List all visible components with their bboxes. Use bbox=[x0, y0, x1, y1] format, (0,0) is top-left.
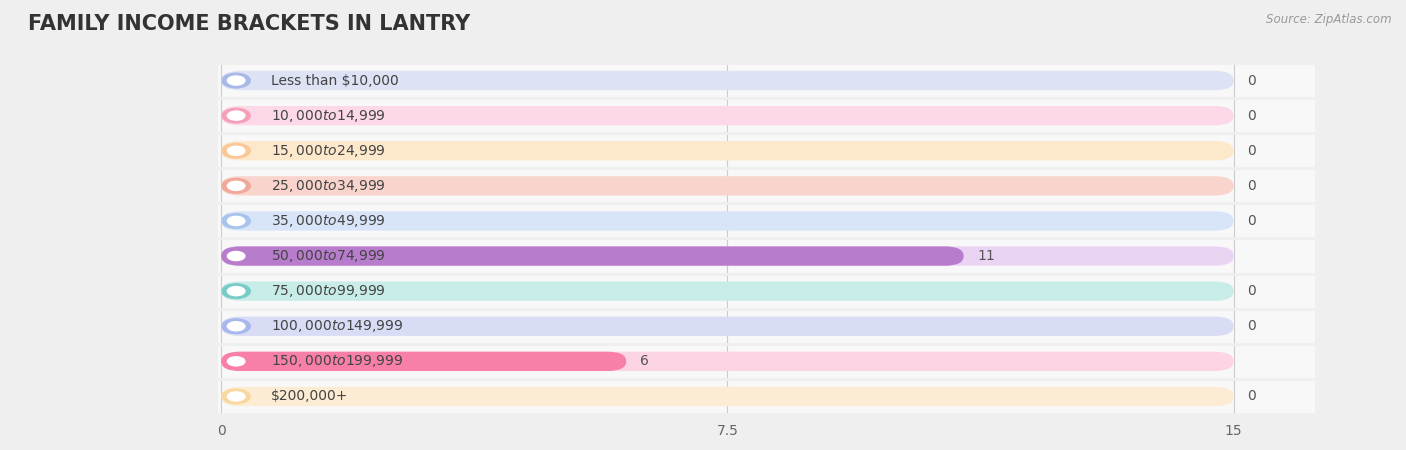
Text: Less than $10,000: Less than $10,000 bbox=[270, 73, 398, 88]
FancyBboxPatch shape bbox=[221, 176, 1233, 195]
Text: 0: 0 bbox=[1247, 284, 1256, 298]
Bar bbox=[218, 309, 1315, 344]
Circle shape bbox=[228, 76, 245, 85]
Text: 0: 0 bbox=[1247, 319, 1256, 333]
Text: $25,000 to $34,999: $25,000 to $34,999 bbox=[270, 178, 385, 194]
Circle shape bbox=[222, 284, 250, 298]
Text: $35,000 to $49,999: $35,000 to $49,999 bbox=[270, 213, 385, 229]
Text: 6: 6 bbox=[640, 354, 648, 369]
Bar bbox=[218, 344, 1315, 379]
Circle shape bbox=[222, 389, 250, 404]
FancyBboxPatch shape bbox=[221, 317, 1233, 336]
Circle shape bbox=[228, 322, 245, 331]
FancyBboxPatch shape bbox=[221, 71, 1233, 90]
Text: 0: 0 bbox=[1247, 179, 1256, 193]
Bar bbox=[218, 274, 1315, 309]
Circle shape bbox=[222, 249, 250, 263]
Text: $50,000 to $74,999: $50,000 to $74,999 bbox=[270, 248, 385, 264]
FancyBboxPatch shape bbox=[221, 212, 1233, 230]
Bar bbox=[218, 63, 1315, 98]
Bar bbox=[218, 98, 1315, 133]
Circle shape bbox=[222, 319, 250, 333]
Text: 0: 0 bbox=[1247, 389, 1256, 404]
FancyBboxPatch shape bbox=[221, 282, 1233, 301]
Text: 0: 0 bbox=[1247, 108, 1256, 123]
FancyBboxPatch shape bbox=[221, 247, 1233, 266]
Text: $150,000 to $199,999: $150,000 to $199,999 bbox=[270, 353, 404, 369]
Circle shape bbox=[222, 214, 250, 228]
Text: 0: 0 bbox=[1247, 144, 1256, 158]
Circle shape bbox=[222, 144, 250, 158]
FancyBboxPatch shape bbox=[221, 106, 1233, 125]
Bar bbox=[218, 203, 1315, 238]
Circle shape bbox=[228, 111, 245, 120]
Text: 11: 11 bbox=[977, 249, 995, 263]
Circle shape bbox=[228, 181, 245, 190]
Circle shape bbox=[222, 179, 250, 193]
FancyBboxPatch shape bbox=[221, 352, 1233, 371]
Bar bbox=[218, 238, 1315, 274]
Text: 0: 0 bbox=[1247, 73, 1256, 88]
Circle shape bbox=[228, 216, 245, 225]
FancyBboxPatch shape bbox=[221, 352, 626, 371]
Text: $200,000+: $200,000+ bbox=[270, 389, 347, 404]
Circle shape bbox=[228, 252, 245, 261]
Bar bbox=[218, 133, 1315, 168]
Circle shape bbox=[228, 357, 245, 366]
Text: $15,000 to $24,999: $15,000 to $24,999 bbox=[270, 143, 385, 159]
FancyBboxPatch shape bbox=[221, 141, 1233, 160]
Bar bbox=[218, 379, 1315, 414]
Text: $75,000 to $99,999: $75,000 to $99,999 bbox=[270, 283, 385, 299]
FancyBboxPatch shape bbox=[221, 247, 963, 266]
Circle shape bbox=[222, 73, 250, 88]
Text: $10,000 to $14,999: $10,000 to $14,999 bbox=[270, 108, 385, 124]
Text: 0: 0 bbox=[1247, 214, 1256, 228]
Text: $100,000 to $149,999: $100,000 to $149,999 bbox=[270, 318, 404, 334]
Circle shape bbox=[222, 354, 250, 369]
Bar bbox=[218, 168, 1315, 203]
Circle shape bbox=[222, 108, 250, 123]
FancyBboxPatch shape bbox=[221, 387, 1233, 406]
Text: Source: ZipAtlas.com: Source: ZipAtlas.com bbox=[1267, 14, 1392, 27]
Circle shape bbox=[228, 287, 245, 296]
Text: FAMILY INCOME BRACKETS IN LANTRY: FAMILY INCOME BRACKETS IN LANTRY bbox=[28, 14, 471, 33]
Circle shape bbox=[228, 392, 245, 401]
Circle shape bbox=[228, 146, 245, 155]
